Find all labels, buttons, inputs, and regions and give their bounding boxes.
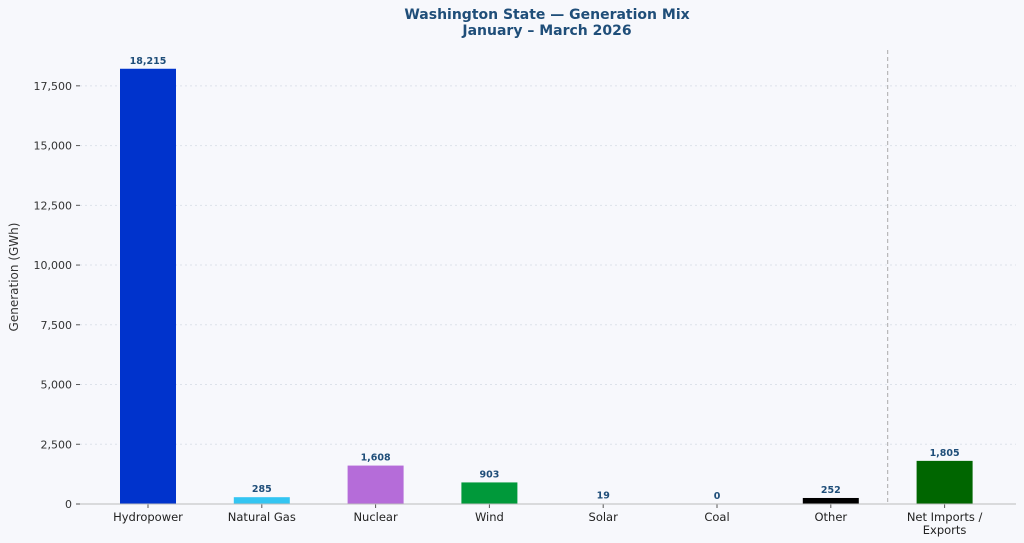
x-tick-label: Wind [475,510,504,524]
data-label: 19 [597,491,610,502]
bars [120,68,973,504]
bar [347,465,404,504]
y-tick-label: 5,000 [41,379,73,392]
x-axis-ticks: Hydropower Natural Gas Nuclear Wind Solar Coa… [113,504,982,537]
data-label: 18,215 [130,56,167,67]
data-labels: 18,215 285 1,608 903 19 0 252 1,805 [130,56,960,502]
y-tick-label: 7,500 [41,319,73,332]
x-tick-label: Natural Gas [228,510,296,524]
y-tick-label: 12,500 [34,199,73,212]
data-label: 1,608 [361,453,391,464]
data-label: 285 [252,484,272,495]
grid-lines [80,85,1016,445]
x-tick-label: Nuclear [353,510,398,524]
bar [802,497,859,504]
bar [233,497,290,504]
bar [916,460,973,504]
chart-title: Washington State — Generation Mix [404,7,689,23]
x-tick-label: Solar [589,510,619,524]
data-label: 903 [479,469,499,480]
bar [120,68,176,504]
chart-subtitle: January – March 2026 [461,23,631,39]
y-axis-ticks: 0 2,500 5,000 7,500 10,000 12,500 15,000 17,500 [34,80,80,511]
y-tick-label: 2,500 [41,438,73,451]
x-tick-label: Hydropower [113,510,183,524]
y-tick-label: 0 [65,498,72,511]
x-tick-label: Other [814,510,847,524]
x-tick-label: Coal [704,510,729,524]
y-tick-label: 17,500 [34,80,73,93]
data-label: 0 [714,491,721,502]
x-tick-label: Net Imports / [907,510,983,524]
y-axis-label: Generation (GWh) [7,223,21,332]
y-tick-label: 10,000 [34,259,73,272]
data-label: 252 [821,485,841,496]
y-tick-label: 15,000 [34,140,73,153]
bar [461,482,518,504]
data-label: 1,805 [930,448,960,459]
x-tick-label: Exports [923,523,967,537]
